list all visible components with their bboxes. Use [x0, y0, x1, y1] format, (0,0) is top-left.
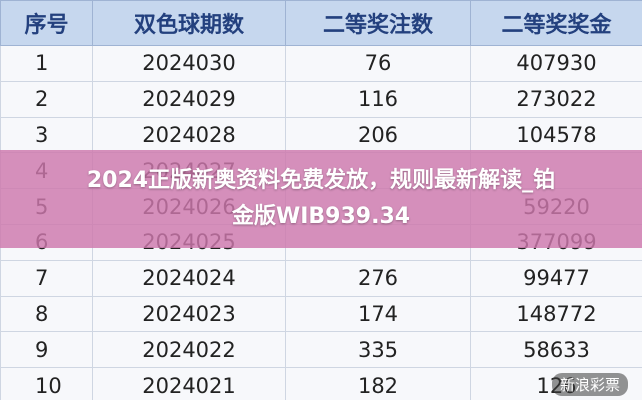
table-cell: 148772 [470, 295, 642, 333]
banner: 2024正版新奥资料免费发放，规则最新解读_铂金版WIB939.34 [0, 150, 642, 248]
table-cell: 2024030 [92, 45, 286, 82]
table-cell: 2024029 [92, 80, 286, 118]
table-row: 1 2024030 76 407930 [0, 45, 642, 82]
table-cell: 2024023 [92, 295, 286, 333]
header-cell: 序号 [0, 0, 93, 46]
table-cell: 2 [0, 80, 93, 118]
table-cell: 10 [0, 367, 93, 400]
header-cell: 二等奖注数 [285, 0, 471, 46]
banner-text: 2024正版新奥资料免费发放，规则最新解读_铂金版WIB939.34 [86, 168, 556, 229]
table-cell: 2024021 [92, 367, 286, 400]
table-cell: 335 [285, 331, 471, 369]
table-cell: 58633 [470, 331, 642, 369]
table-cell: 3 [0, 116, 93, 154]
table-row: 2 2024029 116 273022 [0, 80, 642, 118]
table-cell: 116 [285, 80, 471, 118]
table-row: 102024021182126 [0, 367, 642, 400]
table-row: 9 2024022 335 58633 [0, 331, 642, 369]
table-cell: 206 [285, 116, 471, 154]
header-row: 序号 双色球期数 二等奖注数 二等奖奖金 [0, 0, 642, 46]
table-row: 3 2024028 206 104578 [0, 116, 642, 154]
table-cell: 182 [285, 367, 471, 400]
table-cell: 407930 [470, 45, 642, 82]
table-row: 8 2024023 174 148772 [0, 295, 642, 333]
table-cell: 273022 [470, 80, 642, 118]
table-cell: 276 [285, 259, 471, 297]
table-cell: 7 [0, 259, 93, 297]
table-cell: 104578 [470, 116, 642, 154]
table-cell: 99477 [470, 259, 642, 297]
table-cell: 2024028 [92, 116, 286, 154]
header-cell: 双色球期数 [92, 0, 286, 46]
table-cell: 174 [285, 295, 471, 333]
table-cell: 9 [0, 331, 93, 369]
table-cell: 76 [285, 45, 471, 82]
watermark: 新浪彩票 [551, 373, 628, 396]
table-cell: 2024022 [92, 331, 286, 369]
table-row: 7 2024024 276 99477 [0, 259, 642, 297]
table-cell: 8 [0, 295, 93, 333]
header-cell: 二等奖奖金 [470, 0, 642, 46]
table-cell: 2024024 [92, 259, 286, 297]
table-cell: 1 [0, 45, 93, 82]
